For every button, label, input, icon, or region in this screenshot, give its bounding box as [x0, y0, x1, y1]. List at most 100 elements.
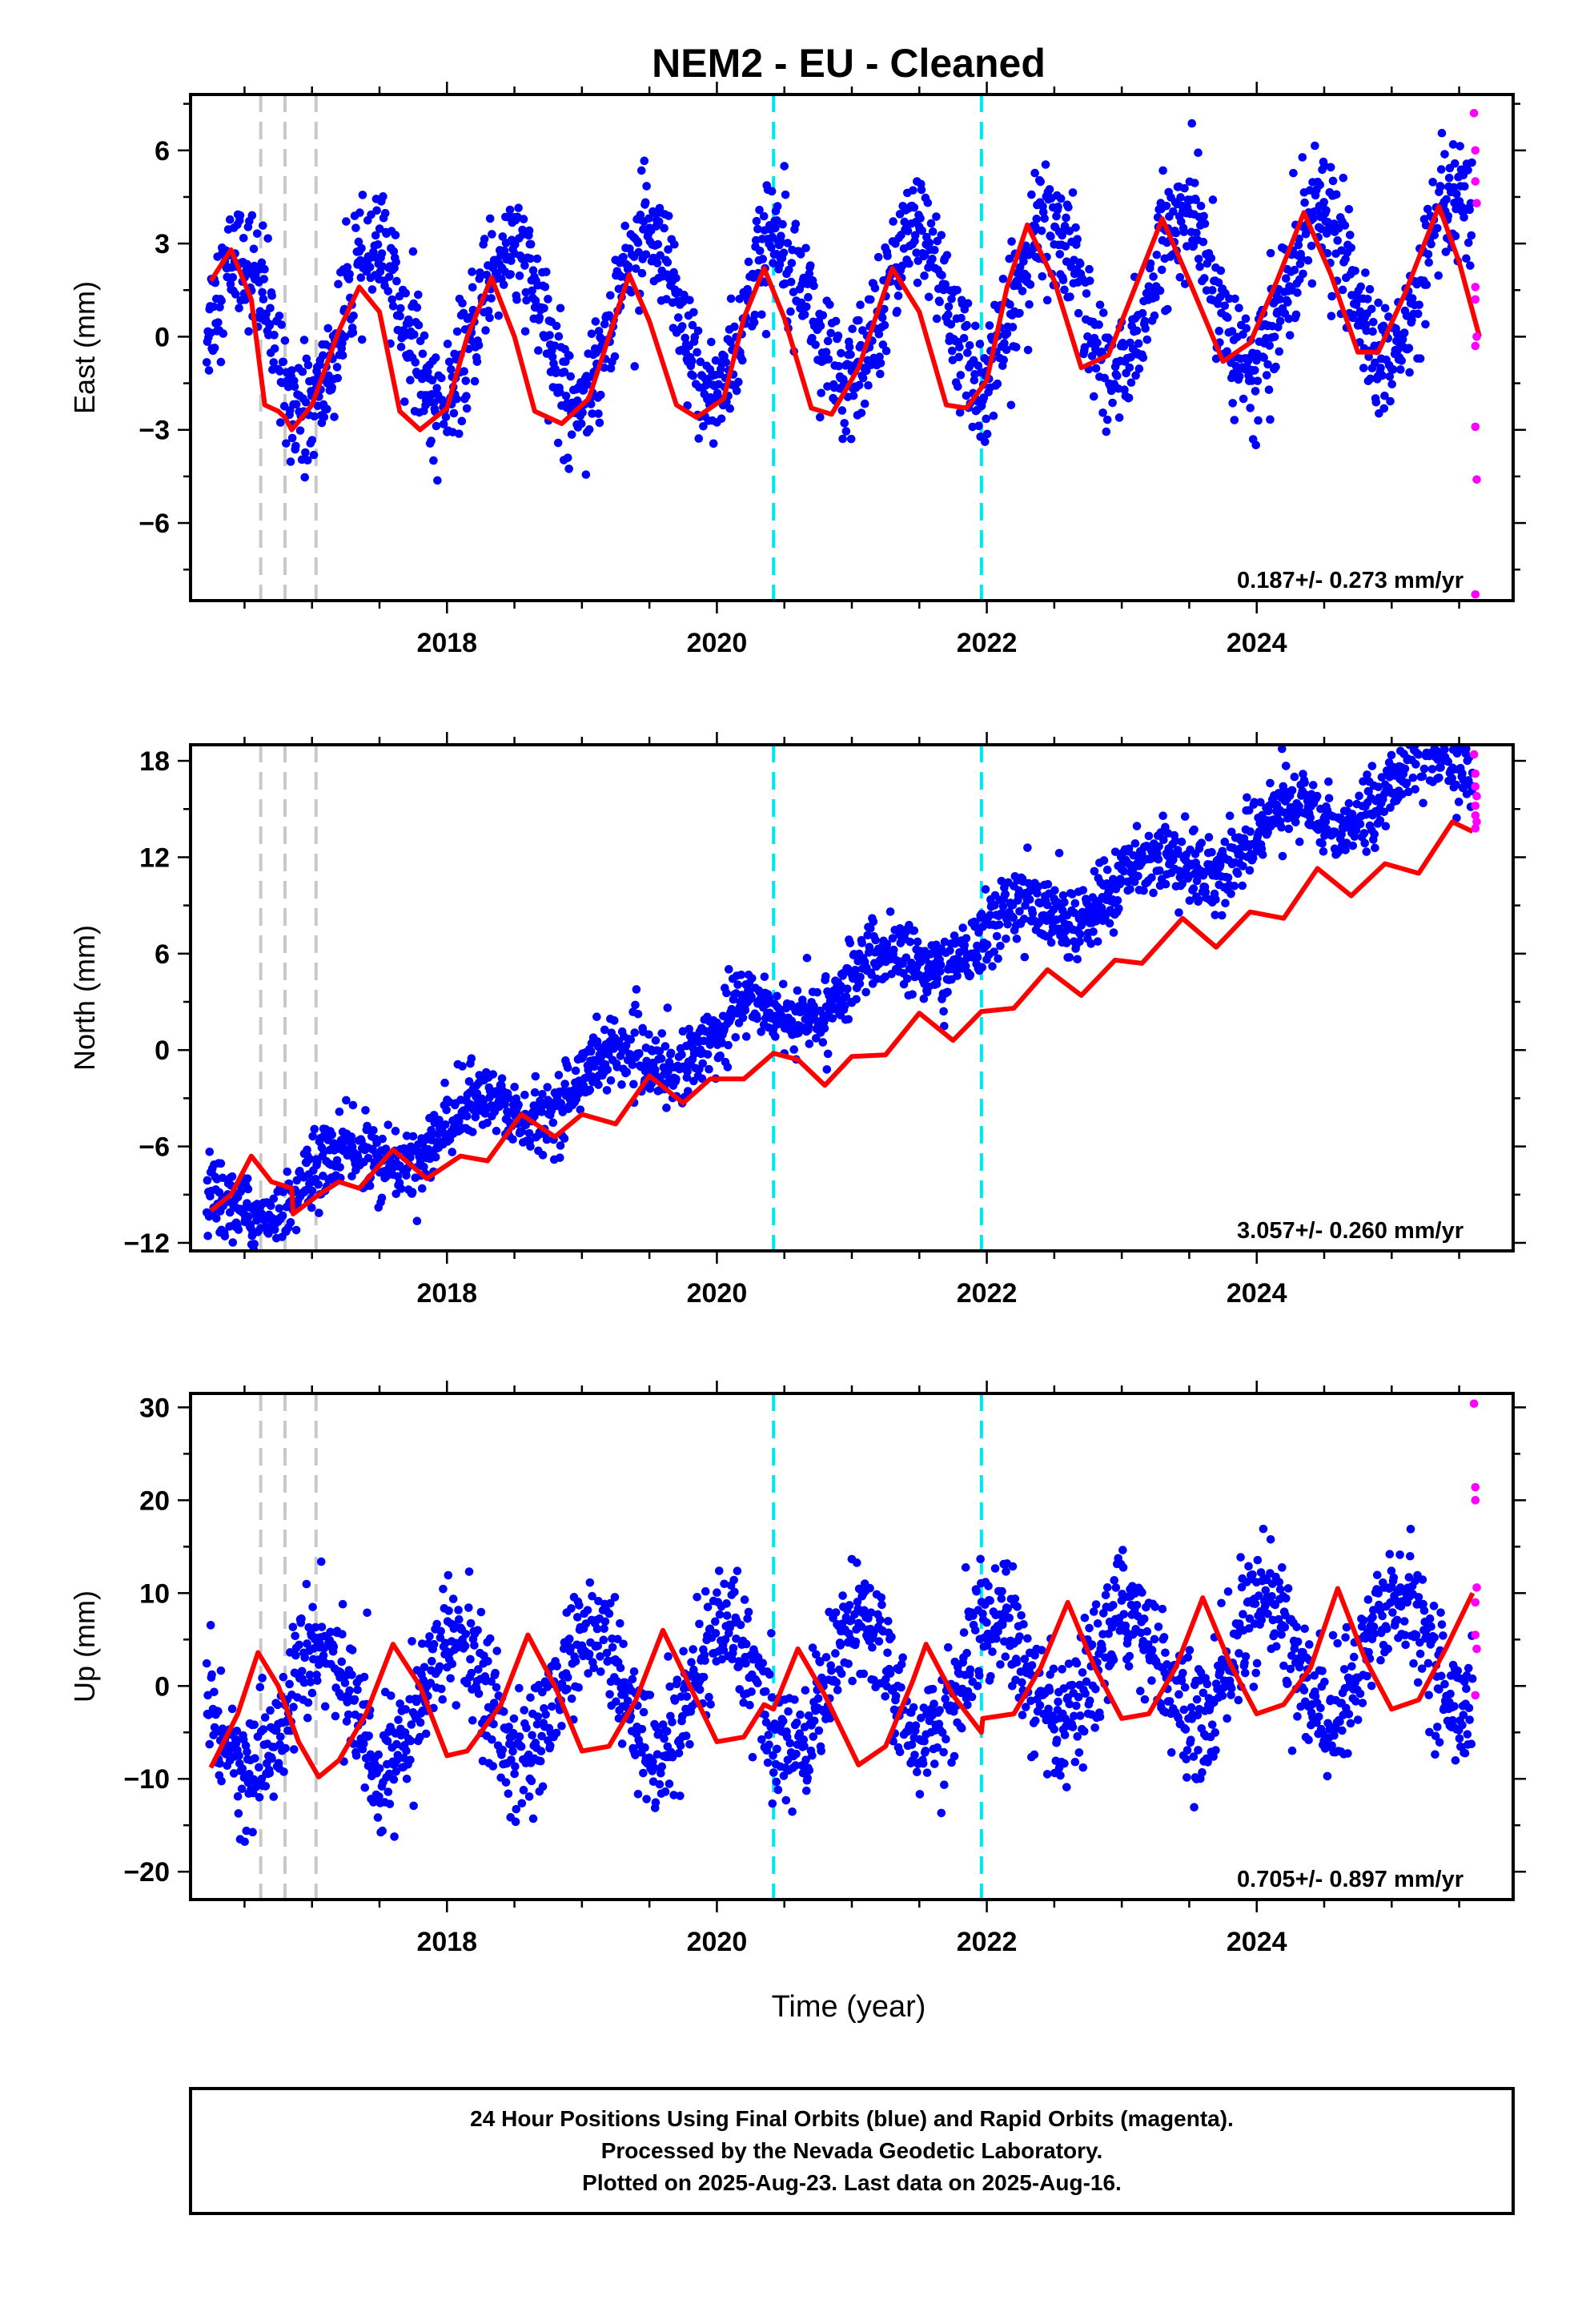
- east-final-orbit-point: [391, 257, 401, 267]
- up-final-orbit-point: [719, 1646, 729, 1655]
- east-final-orbit-point: [1307, 279, 1317, 288]
- up-final-orbit-point: [343, 1698, 352, 1707]
- north-final-orbit-point: [1266, 778, 1275, 788]
- up-final-orbit-point: [600, 1617, 610, 1626]
- east-final-orbit-point: [319, 412, 329, 422]
- up-final-orbit-point: [508, 1747, 517, 1756]
- up-final-orbit-point: [693, 1592, 701, 1602]
- up-final-orbit-point: [545, 1741, 555, 1751]
- north-final-orbit-point: [310, 1124, 319, 1134]
- north-final-orbit-point: [901, 953, 911, 963]
- east-x-tick-label: 2024: [1227, 628, 1287, 658]
- up-final-orbit-point: [722, 1599, 731, 1608]
- up-final-orbit-point: [517, 1799, 527, 1808]
- east-final-orbit-point: [567, 430, 576, 439]
- north-final-orbit-point: [1060, 898, 1069, 907]
- north-final-orbit-point: [1258, 810, 1267, 820]
- east-final-orbit-point: [384, 272, 394, 281]
- north-final-orbit-point: [308, 1132, 317, 1141]
- east-final-orbit-point: [734, 377, 743, 387]
- east-final-orbit-point: [1444, 173, 1454, 183]
- north-final-orbit-point: [1174, 849, 1183, 858]
- east-final-orbit-point: [694, 434, 704, 443]
- up-final-orbit-point: [417, 1639, 427, 1648]
- north-final-orbit-point: [632, 985, 641, 994]
- east-final-orbit-point: [786, 307, 795, 316]
- north-final-orbit-point: [802, 954, 812, 963]
- east-final-orbit-point: [487, 294, 496, 303]
- east-final-orbit-point: [1464, 166, 1472, 175]
- east-final-orbit-point: [717, 414, 726, 424]
- east-final-orbit-point: [1015, 308, 1024, 318]
- east-final-orbit-point: [848, 324, 857, 334]
- east-final-orbit-point: [545, 331, 554, 340]
- east-final-orbit-point: [846, 434, 856, 444]
- north-final-orbit-point: [307, 1203, 316, 1212]
- north-final-orbit-point: [661, 1042, 670, 1051]
- up-final-orbit-point: [515, 1683, 524, 1693]
- north-final-orbit-point: [633, 1009, 643, 1019]
- north-final-orbit-point: [992, 931, 1002, 941]
- north-final-orbit-point: [1409, 727, 1418, 736]
- east-final-orbit-point: [1407, 294, 1417, 303]
- north-final-orbit-point: [225, 1208, 235, 1217]
- up-final-orbit-point: [729, 1643, 738, 1653]
- north-final-orbit-point: [402, 1132, 412, 1140]
- north-final-orbit-point: [820, 1023, 829, 1033]
- east-final-orbit-point: [879, 304, 889, 314]
- up-final-orbit-point: [281, 1743, 290, 1753]
- up-final-orbit-point: [461, 1630, 471, 1638]
- east-final-orbit-point: [1436, 182, 1445, 191]
- east-final-orbit-point: [535, 313, 544, 322]
- east-final-orbit-point: [259, 275, 269, 283]
- north-final-orbit-point: [266, 1256, 275, 1265]
- east-final-orbit-point: [962, 320, 971, 330]
- east-final-orbit-point: [699, 421, 708, 431]
- east-final-orbit-point: [1326, 163, 1335, 172]
- north-final-orbit-point: [369, 1126, 378, 1135]
- east-final-orbit-point: [287, 366, 296, 375]
- north-final-orbit-point: [1355, 791, 1363, 801]
- east-final-orbit-point: [449, 408, 459, 418]
- east-final-orbit-point: [957, 313, 966, 323]
- north-final-orbit-point: [291, 1225, 301, 1235]
- up-final-orbit-point: [474, 1665, 483, 1674]
- east-final-orbit-point: [779, 248, 789, 257]
- east-final-orbit-point: [1368, 327, 1377, 336]
- east-final-orbit-point: [963, 348, 972, 357]
- east-final-orbit-point: [755, 246, 765, 255]
- east-final-orbit-point: [730, 322, 739, 332]
- east-final-orbit-point: [443, 340, 452, 348]
- east-final-orbit-point: [1467, 231, 1476, 240]
- north-final-orbit-point: [408, 1188, 417, 1196]
- north-final-orbit-point: [467, 1054, 476, 1063]
- east-final-orbit-point: [431, 353, 440, 362]
- north-final-orbit-point: [220, 1232, 230, 1240]
- north-final-orbit-point: [1379, 807, 1389, 817]
- up-final-orbit-point: [396, 1699, 404, 1708]
- east-final-orbit-point: [1098, 308, 1108, 317]
- north-final-orbit-point: [626, 1035, 636, 1044]
- east-final-orbit-point: [392, 276, 401, 286]
- east-final-orbit-point: [1423, 250, 1433, 259]
- east-final-orbit-point: [595, 418, 604, 428]
- north-final-orbit-point: [1075, 930, 1085, 939]
- east-final-orbit-point: [1083, 332, 1092, 341]
- east-final-orbit-point: [458, 299, 467, 308]
- north-final-orbit-point: [1042, 900, 1052, 910]
- east-final-orbit-point: [462, 392, 471, 400]
- east-final-orbit-point: [673, 313, 683, 322]
- north-final-orbit-point: [391, 1189, 401, 1199]
- north-final-orbit-point: [1020, 952, 1030, 962]
- north-final-orbit-point: [1211, 895, 1220, 904]
- east-rapid-orbit-point: [1469, 108, 1479, 118]
- east-final-orbit-point: [1176, 193, 1185, 202]
- east-rate-label: 0.187+/- 0.273 mm/yr: [1237, 568, 1464, 593]
- east-final-orbit-point: [1046, 232, 1055, 241]
- north-final-orbit-point: [312, 1157, 322, 1167]
- north-rapid-orbit-point: [1471, 769, 1480, 778]
- east-final-orbit-point: [993, 379, 1002, 388]
- up-final-orbit-point: [600, 1624, 608, 1634]
- north-final-orbit-point: [203, 1176, 212, 1185]
- east-final-orbit-point: [796, 250, 805, 259]
